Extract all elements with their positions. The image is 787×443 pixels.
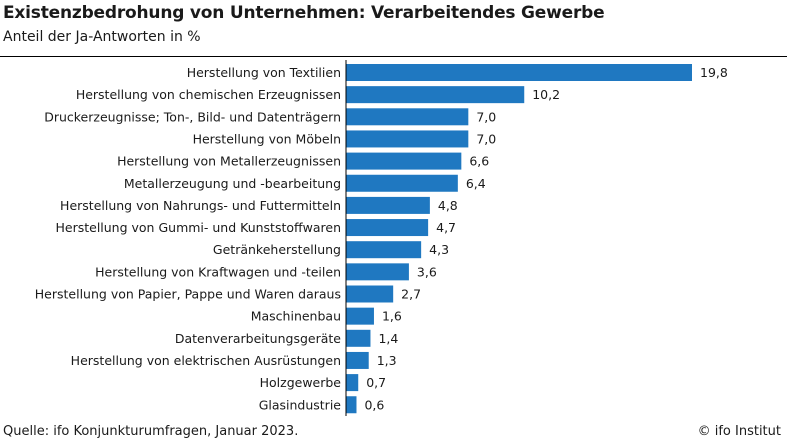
chart-subtitle: Anteil der Ja-Antworten in % bbox=[3, 29, 201, 45]
value-label: 1,3 bbox=[377, 353, 397, 368]
value-labels-layer: 19,8 10,2 7,0 7,0 6,6 6,4 4,8 4,7 4,3 3,6 2,7 1,6 1,… bbox=[364, 65, 727, 412]
category-label: Herstellung von Textilien bbox=[187, 65, 341, 80]
category-label: Herstellung von Metallerzeugnissen bbox=[117, 154, 341, 169]
category-label: Druckerzeugnisse; Ton-, Bild- und Datent… bbox=[44, 109, 341, 124]
copyright-note: © ifo Institut bbox=[697, 424, 781, 439]
value-label: 6,4 bbox=[466, 176, 486, 191]
bar-7 bbox=[346, 219, 429, 237]
category-label: Herstellung von Papier, Pappe und Waren … bbox=[35, 287, 341, 302]
value-label: 3,6 bbox=[417, 264, 437, 279]
bar-15 bbox=[346, 396, 357, 414]
category-label: Datenverarbeitungsgeräte bbox=[175, 331, 341, 346]
bar-2 bbox=[346, 108, 469, 126]
bar-13 bbox=[346, 351, 369, 369]
bar-5 bbox=[346, 174, 458, 192]
value-label: 19,8 bbox=[700, 65, 728, 80]
bar-10 bbox=[346, 285, 394, 303]
value-label: 7,0 bbox=[476, 109, 496, 124]
bar-0 bbox=[346, 64, 692, 81]
source-note: Quelle: ifo Konjunkturumfragen, Januar 2… bbox=[3, 424, 299, 439]
value-label: 2,7 bbox=[401, 287, 421, 302]
bar-1 bbox=[346, 86, 525, 104]
value-label: 7,0 bbox=[476, 131, 496, 146]
category-labels-layer: Herstellung von Textilien Herstellung von… bbox=[35, 65, 342, 412]
title-divider bbox=[0, 56, 787, 57]
bar-4 bbox=[346, 152, 462, 170]
category-label: Herstellung von chemischen Erzeugnissen bbox=[76, 87, 341, 102]
value-label: 0,6 bbox=[364, 397, 384, 412]
value-label: 10,2 bbox=[532, 87, 560, 102]
category-label: Holzgewerbe bbox=[260, 375, 342, 390]
value-label: 4,3 bbox=[429, 242, 449, 257]
bars-layer bbox=[346, 64, 692, 414]
value-label: 0,7 bbox=[366, 375, 386, 390]
category-label: Herstellung von elektrischen Ausrüstunge… bbox=[71, 353, 341, 368]
value-label: 1,4 bbox=[378, 331, 398, 346]
chart-title: Existenzbedrohung von Unternehmen: Verar… bbox=[3, 3, 605, 23]
category-label: Herstellung von Gummi- und Kunststoffwar… bbox=[55, 220, 341, 235]
category-label: Getränkeherstellung bbox=[213, 242, 341, 257]
value-label: 4,8 bbox=[438, 198, 458, 213]
category-label: Herstellung von Möbeln bbox=[193, 131, 341, 146]
value-label: 4,7 bbox=[436, 220, 456, 235]
category-label: Herstellung von Nahrungs- und Futtermitt… bbox=[60, 198, 341, 213]
category-label: Maschinenbau bbox=[251, 309, 341, 324]
category-label: Herstellung von Kraftwagen und -teilen bbox=[95, 264, 341, 279]
bar-6 bbox=[346, 196, 430, 214]
value-label: 1,6 bbox=[382, 309, 402, 324]
category-label: Glasindustrie bbox=[259, 397, 342, 412]
category-label: Metallerzeugung und -bearbeitung bbox=[124, 176, 341, 191]
bar-11 bbox=[346, 307, 374, 325]
bar-14 bbox=[346, 374, 359, 392]
bar-8 bbox=[346, 241, 422, 259]
value-label: 6,6 bbox=[469, 154, 489, 169]
bar-12 bbox=[346, 329, 371, 347]
bar-3 bbox=[346, 130, 469, 148]
bar-9 bbox=[346, 263, 409, 281]
